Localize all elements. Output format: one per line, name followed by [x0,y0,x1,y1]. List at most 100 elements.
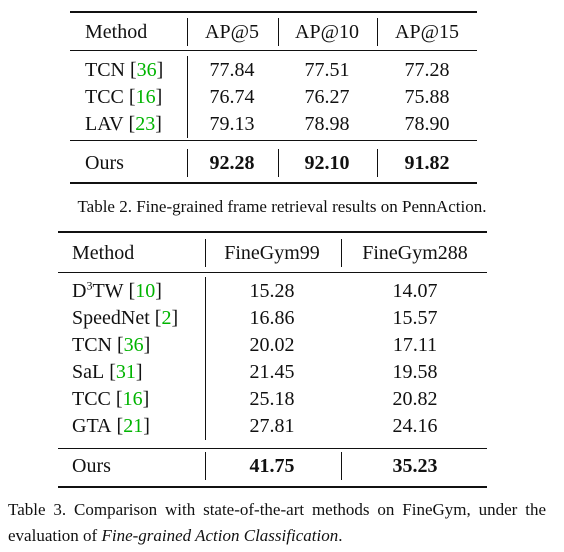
method-name: Ours [72,455,111,477]
column-separator [205,331,206,359]
citation: [16] [129,86,162,108]
citation-bracket: [ [116,415,124,437]
citation-bracket: [ [128,113,136,135]
method-cell: GTA [21] [72,414,150,438]
value-cell: 20.02 [249,334,295,356]
method-cell: SpeedNet [2] [72,306,178,330]
column-separator [205,239,206,267]
citation-bracket: [ [109,361,116,383]
method-cell: D3TW [10] [72,279,162,303]
method-name: TCC [72,388,111,410]
citation-bracket: ] [155,280,162,302]
citation-number: 2 [161,307,172,329]
column-separator [187,83,188,111]
value-cell: 15.28 [249,280,295,302]
column-separator [377,149,378,177]
table-rule [58,447,487,449]
value-cell: 75.88 [404,86,450,108]
citation-number: 23 [135,113,156,135]
column-separator [278,18,279,46]
column-separator [187,110,188,138]
method-cell: Ours [72,454,111,478]
column-separator [187,56,188,84]
value-cell: 92.28 [209,152,255,174]
method-name: LAV [85,113,124,135]
value-cell: 17.11 [392,334,438,356]
citation: [21] [117,415,150,437]
method-cell: Ours [85,151,124,175]
caption-text: . [338,526,343,545]
method-cell: LAV [23] [85,112,162,136]
citation-bracket: [ [117,334,124,356]
citation-number: 10 [135,280,156,302]
citation-number: 36 [136,59,157,81]
citation-bracket: [ [154,307,162,329]
value-cell: 76.74 [209,86,255,108]
value-cell: 19.58 [392,361,438,383]
citation-bracket: [ [128,86,136,108]
citation: [36] [117,334,150,356]
citation: [10] [129,280,162,302]
method-name: SaL [72,361,105,383]
column-header: FineGym288 [362,242,468,264]
value-cell: 78.98 [304,113,350,135]
caption-text: Table 3. Comparison with state-of-the-ar… [8,500,546,545]
table-rule [58,271,487,273]
column-separator [205,358,206,386]
citation-number: 16 [135,86,156,108]
column-separator [187,149,188,177]
table-rule [58,486,487,488]
caption-text: Fine-grained Action Classification [101,526,339,545]
citation-bracket: [ [128,280,136,302]
table-caption: Table 2. Fine-grained frame retrieval re… [0,194,564,220]
citation: [2] [155,307,178,329]
method-cell: TCC [16] [72,387,149,411]
caption-text: Table 2. Fine-grained frame retrieval re… [77,197,487,216]
value-cell: 24.16 [392,415,438,437]
column-header: AP@5 [205,21,259,43]
column-separator [187,18,188,46]
method-name: GTA [72,415,112,437]
citation-bracket: ] [155,86,163,108]
citation-bracket: ] [135,361,143,383]
value-cell: 16.86 [249,307,295,329]
column-separator [205,385,206,413]
table-rule [70,11,477,13]
column-separator [341,239,342,267]
value-cell: 76.27 [304,86,350,108]
citation: [31] [109,361,142,383]
citation-bracket: [ [130,59,137,81]
method-name: TCN [72,334,112,356]
citation: [36] [130,59,163,81]
method-cell: SaL [31] [72,360,143,384]
table-rule [70,182,477,184]
value-cell: 77.84 [209,59,255,81]
value-cell: 77.28 [404,59,450,81]
method-name: TW [92,280,124,302]
value-cell: 79.13 [209,113,255,135]
column-separator [341,452,342,480]
table-rule [70,49,477,51]
value-cell: 14.07 [392,280,438,302]
value-cell: 25.18 [249,388,295,410]
method-cell: TCC [16] [85,85,162,109]
column-header: FineGym99 [224,242,320,264]
table-rule [70,139,477,141]
column-separator [205,277,206,305]
method-name: TCN [85,59,125,81]
method-cell: TCN [36] [72,333,150,357]
column-separator [205,452,206,480]
method-name: SpeedNet [72,307,150,329]
table-rule [58,231,487,233]
citation-bracket: ] [171,307,179,329]
column-separator [205,304,206,332]
method-name: Ours [85,152,124,174]
column-header: Method [85,21,148,43]
column-header: AP@15 [395,21,459,43]
column-separator [205,412,206,440]
value-cell: 92.10 [304,152,350,174]
citation-bracket: ] [155,113,162,135]
citation-number: 36 [123,334,144,356]
value-cell: 77.51 [304,59,350,81]
citation-bracket: [ [115,388,123,410]
